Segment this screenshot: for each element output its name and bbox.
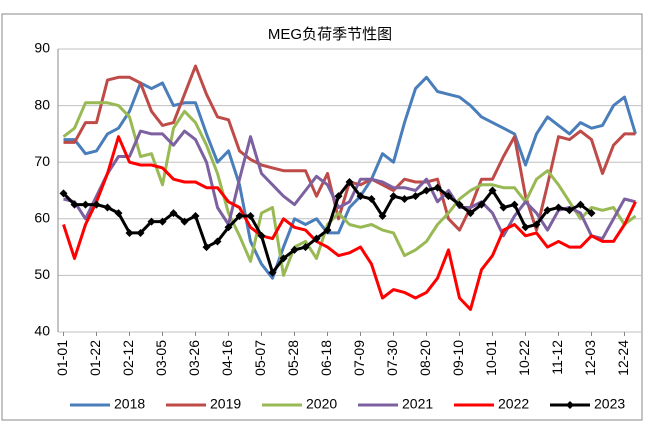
x-tick-label: 12-03: [582, 340, 598, 376]
x-tick-label: 01-22: [87, 340, 103, 376]
series-line: [63, 75, 637, 280]
point-marker: [191, 211, 200, 220]
point-marker: [279, 254, 288, 263]
point-marker: [411, 192, 420, 201]
point-marker: [136, 228, 145, 237]
point-marker: [169, 209, 178, 218]
point-marker: [433, 183, 442, 192]
point-marker: [345, 178, 354, 187]
x-tick-label: 11-12: [549, 340, 565, 375]
point-marker: [488, 186, 497, 195]
point-marker: [466, 209, 475, 218]
point-marker: [323, 226, 332, 235]
point-marker: [565, 206, 574, 215]
legend-label: 2022: [498, 396, 529, 412]
legend-label: 2019: [210, 396, 241, 412]
point-marker: [543, 206, 552, 215]
point-marker: [290, 245, 299, 254]
point-marker: [444, 192, 453, 201]
point-marker: [312, 234, 321, 243]
point-marker: [268, 268, 277, 277]
x-tick-label: 05-07: [252, 340, 268, 376]
x-tick-label: 07-30: [384, 340, 400, 376]
point-marker: [367, 194, 376, 203]
point-marker: [422, 186, 431, 195]
x-tick-label: 12-24: [615, 340, 631, 376]
point-marker: [103, 203, 112, 212]
legend-marker: [566, 401, 574, 409]
x-tick-label: 09-10: [450, 340, 466, 376]
point-marker: [576, 200, 585, 209]
x-tick-label: 03-05: [153, 340, 169, 376]
chart-title: MEG负荷季节性图: [268, 26, 392, 43]
point-marker: [587, 209, 596, 218]
y-tick-label: 80: [34, 96, 50, 112]
x-tick-label: 01-01: [54, 340, 70, 376]
legend-label: 2021: [402, 396, 433, 412]
x-tick-label: 02-12: [120, 340, 136, 376]
point-marker: [81, 200, 90, 209]
point-marker: [301, 243, 310, 252]
series-line: [62, 135, 637, 311]
x-tick-label: 08-20: [417, 340, 433, 376]
point-marker: [246, 211, 255, 220]
x-tick-label: 07-09: [351, 340, 367, 376]
x-tick-label: 06-18: [318, 340, 334, 376]
point-marker: [257, 231, 266, 240]
point-marker: [378, 211, 387, 220]
legend-label: 2020: [306, 396, 337, 412]
x-tick-label: 05-28: [285, 340, 301, 376]
x-tick-label: 10-01: [483, 340, 499, 376]
point-marker: [224, 223, 233, 232]
point-marker: [334, 192, 343, 201]
point-marker: [455, 200, 464, 209]
point-marker: [356, 192, 365, 201]
chart-frame: [1, 13, 643, 421]
point-marker: [125, 228, 134, 237]
series-line: [62, 101, 637, 277]
point-marker: [114, 209, 123, 218]
y-tick-label: 50: [34, 266, 50, 282]
x-tick-label: 04-16: [219, 340, 235, 376]
legend-label: 2018: [114, 396, 145, 412]
point-marker: [59, 189, 68, 198]
point-marker: [389, 192, 398, 201]
y-tick-label: 60: [34, 210, 50, 226]
point-marker: [510, 200, 519, 209]
point-marker: [213, 237, 222, 246]
point-marker: [147, 217, 156, 226]
point-marker: [532, 220, 541, 229]
y-tick-label: 70: [34, 153, 50, 169]
point-marker: [158, 217, 167, 226]
y-tick-label: 40: [34, 323, 50, 339]
point-marker: [92, 200, 101, 209]
y-tick-label: 90: [34, 40, 50, 56]
legend-label: 2023: [594, 396, 625, 412]
point-marker: [202, 243, 211, 252]
point-marker: [180, 217, 189, 226]
point-marker: [400, 194, 409, 203]
point-marker: [499, 203, 508, 212]
point-marker: [70, 200, 79, 209]
x-tick-label: 03-26: [186, 340, 202, 376]
x-tick-label: 10-22: [516, 340, 532, 376]
point-marker: [554, 203, 563, 212]
point-marker: [521, 223, 530, 232]
point-marker: [477, 200, 486, 209]
point-marker: [235, 211, 244, 220]
